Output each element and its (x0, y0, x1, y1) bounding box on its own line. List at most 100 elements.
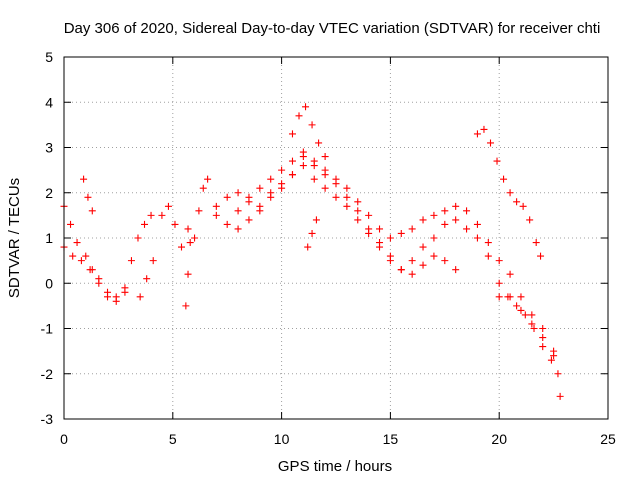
y-axis-label: SDTVAR / TECUs (6, 178, 23, 298)
data-point (191, 234, 199, 242)
data-point (386, 252, 394, 260)
y-tick-label: 0 (45, 275, 53, 291)
x-tick-label: 15 (383, 431, 399, 447)
data-point (452, 216, 460, 224)
data-point (223, 220, 231, 228)
data-point (256, 207, 264, 215)
data-point (136, 293, 144, 301)
data-point (302, 103, 310, 111)
data-point (134, 234, 142, 242)
data-point (484, 239, 492, 247)
data-point (88, 207, 96, 215)
y-tick-label: -3 (41, 411, 54, 427)
data-point (419, 261, 427, 269)
data-point (182, 302, 190, 310)
data-point (86, 266, 94, 274)
data-points (60, 103, 564, 400)
data-point (430, 252, 438, 260)
y-tick-label: 5 (45, 49, 53, 65)
chart-title: Day 306 of 2020, Sidereal Day-to-day VTE… (64, 20, 601, 37)
data-point (537, 252, 545, 260)
data-point (386, 234, 394, 242)
data-point (147, 211, 155, 219)
data-point (299, 148, 307, 156)
data-point (397, 266, 405, 274)
data-point (178, 243, 186, 251)
x-tick-label: 10 (274, 431, 290, 447)
data-point (141, 220, 149, 228)
data-point (556, 392, 564, 400)
data-point (184, 225, 192, 233)
data-point (112, 293, 120, 301)
data-point (343, 202, 351, 210)
data-point (332, 193, 340, 201)
data-point (430, 211, 438, 219)
data-point (463, 225, 471, 233)
data-point (517, 306, 525, 314)
data-point (288, 130, 296, 138)
data-point (143, 275, 151, 283)
data-point (528, 320, 536, 328)
data-point (480, 125, 488, 133)
x-axis-label: GPS time / hours (278, 458, 392, 475)
data-point (234, 189, 242, 197)
data-point (121, 284, 129, 292)
data-point (365, 211, 373, 219)
data-point (295, 112, 303, 120)
data-point (67, 220, 75, 228)
data-point (80, 175, 88, 183)
data-point (452, 266, 460, 274)
data-point (84, 193, 92, 201)
data-point (441, 257, 449, 265)
data-point (164, 202, 172, 210)
data-point (506, 270, 514, 278)
data-point (513, 302, 521, 310)
data-point (77, 257, 85, 265)
data-point (513, 198, 521, 206)
y-tick-label: 4 (45, 94, 53, 110)
data-point (473, 234, 481, 242)
data-point (430, 234, 438, 242)
data-point (127, 257, 135, 265)
data-point (528, 311, 536, 319)
data-point (278, 184, 286, 192)
data-point (310, 175, 318, 183)
data-point (95, 279, 103, 287)
data-point (304, 243, 312, 251)
data-point (73, 239, 81, 247)
data-point (408, 257, 416, 265)
data-point (354, 207, 362, 215)
data-point (312, 216, 320, 224)
data-point (504, 293, 512, 301)
data-point (550, 352, 558, 360)
data-point (267, 175, 275, 183)
data-point (299, 162, 307, 170)
data-point (308, 229, 316, 237)
data-point (343, 184, 351, 192)
data-point (354, 216, 362, 224)
data-point (408, 270, 416, 278)
grid (64, 57, 608, 419)
data-point (493, 157, 501, 165)
data-point (204, 175, 212, 183)
x-tick-label: 20 (491, 431, 507, 447)
data-point (310, 157, 318, 165)
data-point (530, 325, 538, 332)
y-tick-label: 1 (45, 230, 53, 246)
x-tick-label: 5 (169, 431, 177, 447)
x-tick-label: 25 (600, 431, 616, 447)
data-point (245, 193, 253, 201)
data-point (332, 180, 340, 188)
data-point (506, 189, 514, 197)
data-point (441, 207, 449, 215)
data-point (315, 139, 323, 147)
data-point (521, 311, 529, 319)
data-point (486, 139, 494, 147)
data-point (495, 293, 503, 301)
data-point (419, 216, 427, 224)
data-point (463, 207, 471, 215)
data-point (321, 153, 329, 161)
data-point (500, 175, 508, 183)
data-point (473, 220, 481, 228)
